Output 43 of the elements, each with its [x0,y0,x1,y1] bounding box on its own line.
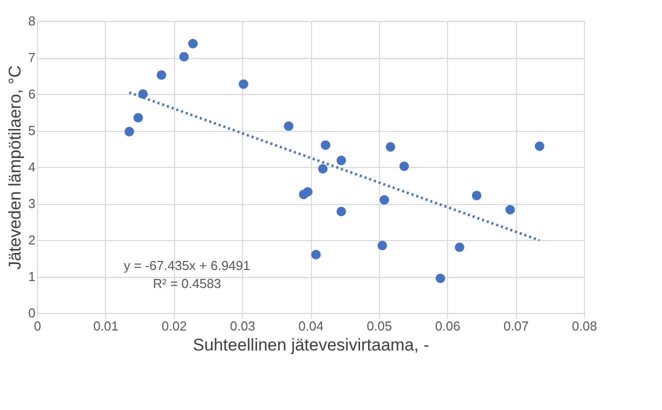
x-tick-label: 0.08 [572,318,598,334]
y-tick-label: 0 [28,306,36,320]
point [454,242,464,252]
point [386,142,396,152]
point [378,240,388,250]
x-tick-label: 0.05 [366,318,392,334]
point [238,79,248,89]
point [320,140,330,150]
point [505,204,515,214]
y-tick-label: 5 [28,123,36,138]
point [179,52,189,62]
point [399,162,409,172]
y-tick-label: 4 [28,160,36,174]
point [336,156,346,166]
y-tick-label: 7 [28,50,36,65]
annotation: y = -67.435x + 6.9491 [124,258,250,273]
point [311,250,321,260]
point [436,274,446,284]
point [336,206,346,216]
y-tick-label: 1 [28,269,36,284]
annotation: R² = 0.4583 [152,276,222,291]
x-tick-label: 0.07 [503,318,529,334]
x-tick-label: 0.03 [230,318,256,334]
point [188,38,198,48]
point [156,70,166,80]
x-tick-label: 0.01 [93,318,119,334]
point [133,112,143,122]
y-tick-label: 2 [28,232,36,248]
point [318,164,328,174]
x-tick-label: 0.02 [162,318,187,334]
point [380,195,390,205]
x-tick-label: 0.06 [435,318,460,334]
x-axis-title: Suhteellinen jätevesivirtaama, - [192,336,430,354]
y-tick-label: 3 [28,196,36,211]
point [303,187,313,197]
y-tick-label: 8 [28,14,36,28]
y-axis-title: Jäteveden lämpötilaero, °C [5,65,24,270]
point [534,141,544,151]
point [124,126,134,136]
x-tick-label: 0.04 [298,318,324,334]
y-tick-label: 6 [28,86,36,102]
point [472,190,482,200]
point [284,121,294,131]
